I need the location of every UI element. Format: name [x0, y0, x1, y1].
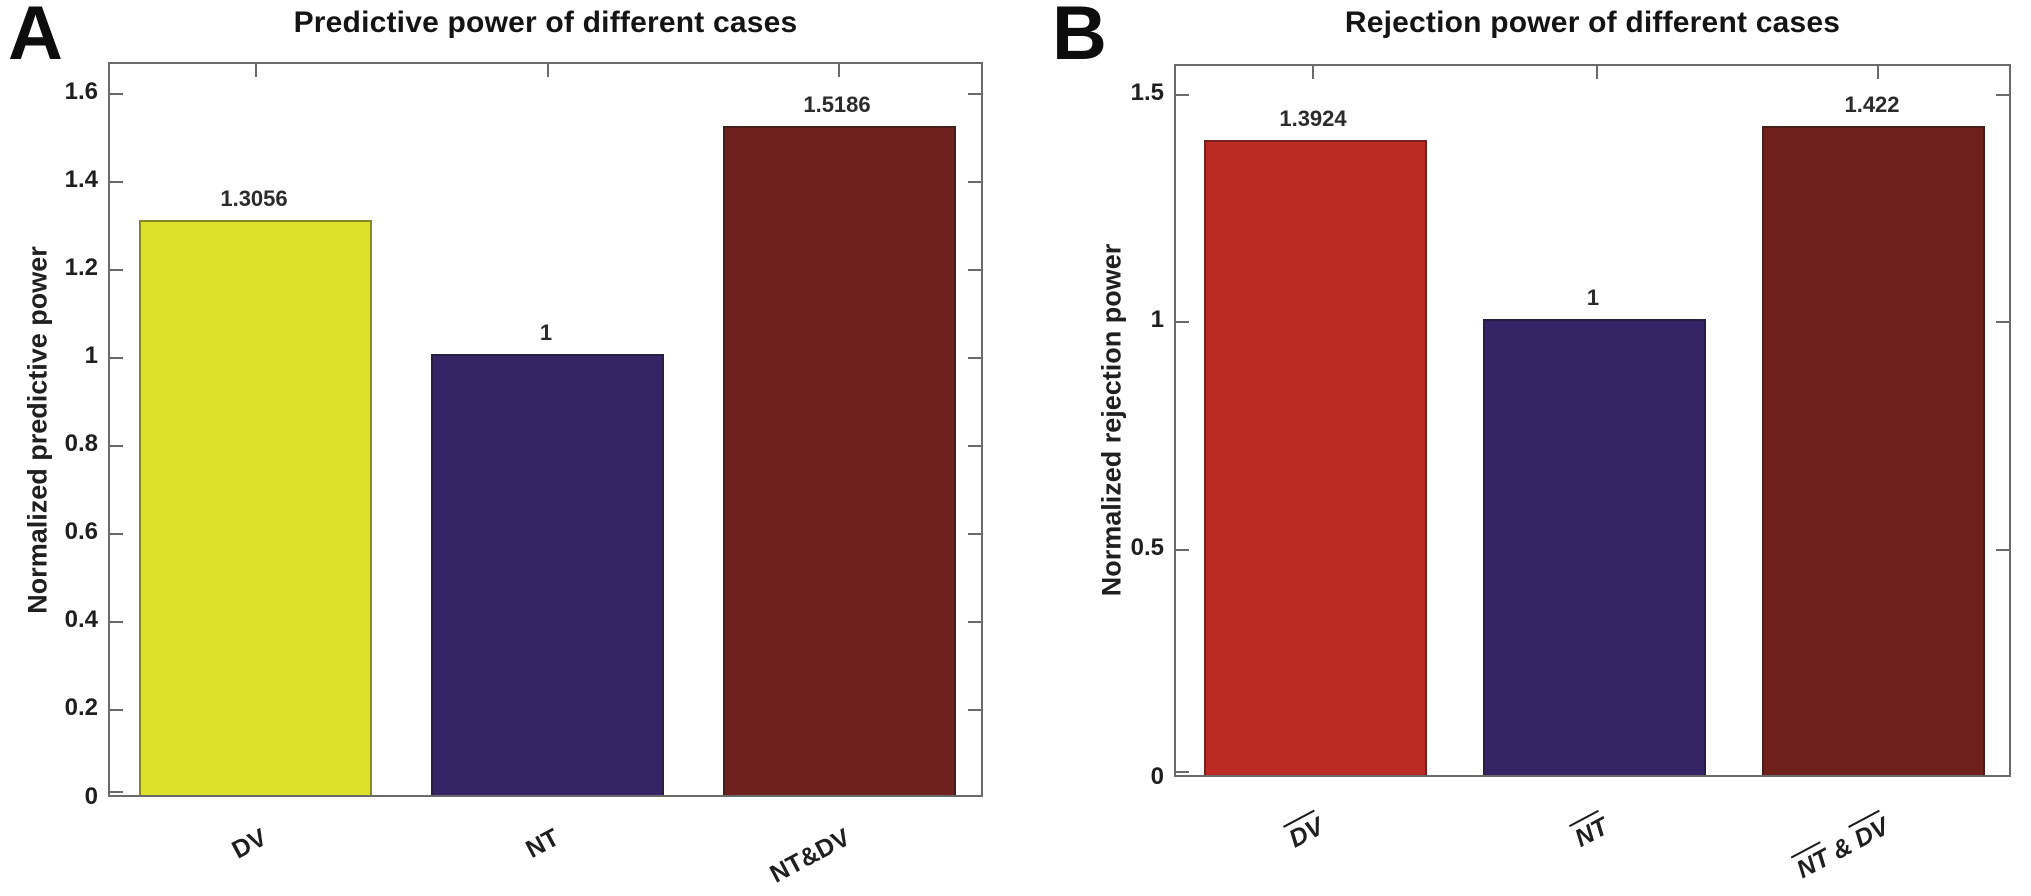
x-label-b-ntdv: NT & DV — [1790, 809, 1894, 885]
plot-area-a — [108, 62, 983, 797]
x-label-b-nt: NT — [1568, 809, 1613, 854]
y-tick-label: 0.5 — [1130, 534, 1164, 561]
bar-a-nt — [431, 354, 664, 795]
bar-b-ntdv — [1762, 126, 1985, 775]
axis-tick-mark — [110, 357, 123, 359]
plot-area-b — [1174, 64, 2011, 777]
axis-tick-mark — [968, 445, 981, 447]
axis-tick-mark — [1176, 94, 1189, 96]
axis-tick-mark — [1877, 66, 1879, 79]
axis-tick-mark — [1596, 66, 1598, 79]
axis-tick-mark — [1996, 549, 2009, 551]
axis-tick-mark — [968, 533, 981, 535]
axis-tick-mark — [1996, 94, 2009, 96]
panel-b-letter: B — [1052, 0, 1107, 76]
overline-text-segment: DV — [1283, 809, 1329, 854]
y-tick-label: 1 — [1150, 306, 1164, 333]
bar-b-nt — [1483, 319, 1706, 775]
y-tick-label: 0.6 — [64, 518, 98, 545]
axis-tick-mark — [110, 93, 123, 95]
x-label-b-dv: DV — [1283, 809, 1329, 855]
bar-value-label: 1.422 — [1844, 92, 1900, 117]
bar-a-dv — [139, 220, 372, 795]
axis-tick-mark — [255, 64, 257, 77]
bar-value-label: 1 — [539, 320, 553, 345]
axis-tick-mark — [110, 181, 123, 183]
axis-tick-mark — [968, 709, 981, 711]
axis-tick-mark — [110, 269, 123, 271]
y-tick-label: 1 — [84, 342, 98, 369]
axis-tick-mark — [110, 791, 123, 793]
axis-tick-mark — [110, 445, 123, 447]
y-tick-label: 0 — [1150, 763, 1164, 790]
x-label-a-dv: DV — [227, 823, 272, 865]
y-tick-label: 1.2 — [64, 254, 98, 281]
y-tick-label: 0.8 — [64, 430, 98, 457]
axis-tick-mark — [1176, 771, 1189, 773]
y-tick-label: 1.6 — [64, 78, 98, 105]
y-tick-label: 0.2 — [64, 694, 98, 721]
chart-b-title: Rejection power of different cases — [1344, 6, 1841, 39]
axis-tick-mark — [968, 269, 981, 271]
bar-value-label: 1.3056 — [220, 186, 288, 211]
y-tick-label: 1.5 — [1130, 79, 1164, 106]
axis-tick-mark — [968, 93, 981, 95]
axis-tick-mark — [1312, 66, 1314, 79]
bar-b-dv — [1204, 140, 1427, 775]
y-tick-label: 1.4 — [64, 166, 98, 193]
axis-tick-mark — [110, 709, 123, 711]
chart-a-title: Predictive power of different cases — [293, 6, 798, 39]
overline-text-segment: NT — [1568, 809, 1613, 854]
panel-a-letter: A — [8, 0, 63, 76]
axis-tick-mark — [1176, 549, 1189, 551]
axis-tick-mark — [1996, 321, 2009, 323]
bar-value-label: 1 — [1586, 285, 1600, 310]
bar-a-ntdv — [723, 126, 956, 795]
axis-tick-mark — [110, 621, 123, 623]
axis-tick-mark — [968, 621, 981, 623]
axis-tick-mark — [1176, 321, 1189, 323]
x-label-a-ntdv: NT&DV — [765, 823, 855, 889]
axis-tick-mark — [968, 181, 981, 183]
y-tick-label: 0 — [84, 783, 98, 810]
axis-tick-mark — [838, 64, 840, 77]
bar-value-label: 1.3924 — [1279, 106, 1347, 131]
axis-tick-mark — [110, 533, 123, 535]
y-tick-label: 0.4 — [64, 606, 98, 633]
x-label-a-nt: NT — [520, 823, 564, 864]
axis-tick-mark — [968, 357, 981, 359]
bar-value-label: 1.5186 — [803, 92, 871, 117]
axis-tick-mark — [547, 64, 549, 77]
